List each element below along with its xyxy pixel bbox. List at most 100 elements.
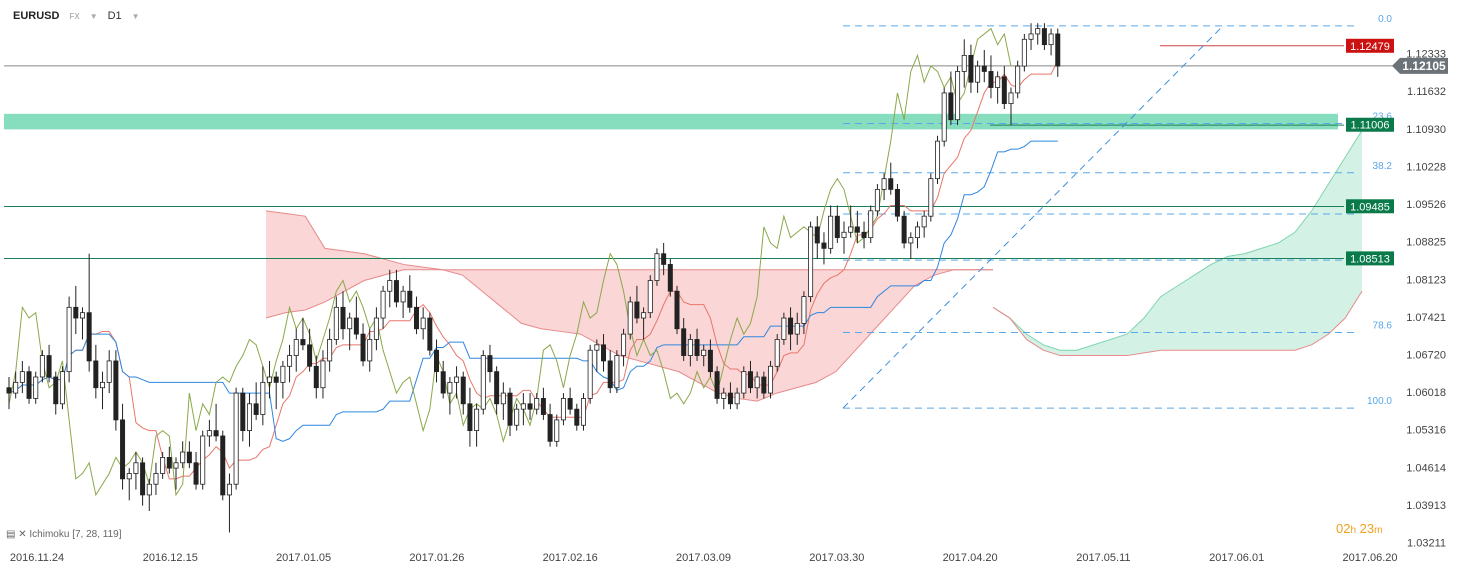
candle — [1008, 87, 1014, 126]
candle-body-down — [814, 226, 820, 244]
candle — [273, 371, 279, 410]
candle — [961, 39, 967, 88]
candle — [614, 350, 620, 394]
horizontal-lines — [4, 45, 1395, 260]
timeframe-label[interactable]: D1 — [107, 10, 122, 22]
candle-body-down — [601, 344, 607, 362]
fib-label-0: 0.0 — [1378, 14, 1392, 25]
candle-body-up — [808, 226, 814, 297]
candle-body-down — [307, 344, 313, 367]
candle-body-down — [821, 242, 827, 249]
candle-body-down — [413, 306, 419, 330]
candle — [908, 232, 914, 260]
fibonacci-retracement: 0.0 23.6 38.2 78.6 100.0 — [842, 14, 1393, 409]
price-tag-label: 1.12479 — [1350, 41, 1390, 53]
time-axis: 2016.11.24 2016.12.15 2017.01.05 2017.01.26… — [10, 552, 1398, 564]
candle-body-up — [560, 398, 566, 421]
candle-body-down — [788, 317, 794, 335]
candle-body-down — [186, 451, 192, 464]
symbol-label[interactable]: EURUSD — [13, 10, 60, 22]
candle-body-up — [59, 371, 65, 405]
candle — [968, 44, 974, 93]
indicator-legend[interactable]: ▤ ✕ Ichimoku [7, 28, 119] — [6, 529, 121, 540]
chart-header: EURUSD FX ▼ D1 ▼ — [13, 10, 140, 22]
candle — [287, 344, 293, 383]
fib-label-2: 38.2 — [1373, 161, 1393, 172]
candle — [941, 87, 947, 147]
candle-body-down — [253, 403, 259, 415]
price-tags: 1.12479 1.11006 1.09485 1.08513 1.12105 — [1346, 38, 1448, 266]
candle — [500, 382, 506, 420]
price-tick-label: 1.07421 — [1406, 312, 1446, 324]
candle-body-down — [894, 188, 900, 217]
candle-body-down — [834, 215, 840, 239]
price-tick-label: 1.12333 — [1406, 49, 1446, 61]
candle-body-up — [380, 290, 386, 319]
candle — [246, 393, 252, 447]
candle — [654, 248, 660, 286]
timer-hours: 02 — [1336, 521, 1351, 536]
time-tick-label: 2017.05.11 — [1076, 552, 1130, 564]
candle-body-up — [828, 215, 834, 249]
candle-body-down — [440, 371, 446, 394]
candle-body-up — [868, 210, 874, 239]
price-tick-label: 1.05316 — [1406, 425, 1446, 437]
candle — [514, 403, 520, 431]
candle — [540, 387, 546, 420]
candle-body-up — [287, 355, 293, 367]
candle — [160, 452, 166, 479]
candle-body-up — [1028, 33, 1034, 40]
fib-label-1: 23.6 — [1373, 111, 1393, 122]
candle — [39, 350, 45, 383]
time-tick-label: 2017.01.26 — [409, 552, 464, 564]
candle-body-up — [347, 317, 353, 330]
candle-body-down — [574, 408, 580, 426]
candle-body-down — [607, 360, 613, 389]
candle — [754, 371, 760, 399]
price-tag-label: 1.09485 — [1350, 201, 1390, 213]
candle — [901, 210, 907, 249]
candle — [126, 468, 132, 501]
price-tag: 1.08513 — [1346, 251, 1394, 266]
candle-body-down — [487, 355, 493, 373]
candle — [1055, 28, 1061, 77]
candle-body-up — [975, 65, 981, 83]
chevron-down-icon[interactable]: ▼ — [89, 11, 98, 21]
indicator-icon: ▤ ✕ — [6, 529, 27, 540]
fib-label-6: 100.0 — [1367, 396, 1392, 407]
candle — [681, 318, 687, 361]
candle — [768, 360, 774, 399]
candle — [707, 339, 713, 378]
candle — [260, 366, 266, 426]
candle-body-up — [13, 381, 19, 394]
candle-body-up — [741, 371, 747, 394]
candle-body-down — [981, 65, 987, 72]
current-price-tag: 1.12105 — [1392, 57, 1448, 74]
candle — [534, 393, 540, 415]
candle-body-up — [754, 376, 760, 389]
candle-body-up — [534, 398, 540, 410]
candle-body-up — [1021, 38, 1027, 67]
candle-body-up — [627, 301, 633, 335]
candle — [988, 55, 994, 99]
candle — [894, 184, 900, 222]
candle-body-down — [494, 371, 500, 405]
candle-body-up — [180, 451, 186, 464]
candle-body-up — [66, 306, 72, 373]
candle — [120, 403, 126, 490]
candle-body-down — [193, 462, 199, 485]
candle-body-down — [46, 355, 52, 378]
chevron-down-icon[interactable]: ▼ — [131, 11, 140, 21]
candle-body-up — [333, 306, 339, 340]
candle — [133, 452, 139, 490]
candle — [554, 414, 560, 447]
candle — [788, 307, 794, 351]
candle — [734, 387, 740, 410]
candle-body-down — [540, 398, 546, 415]
candle-body-down — [240, 392, 246, 432]
candle — [186, 441, 192, 469]
time-tick-label: 2017.06.20 — [1342, 552, 1397, 564]
candle — [868, 205, 874, 243]
candle — [460, 371, 466, 415]
